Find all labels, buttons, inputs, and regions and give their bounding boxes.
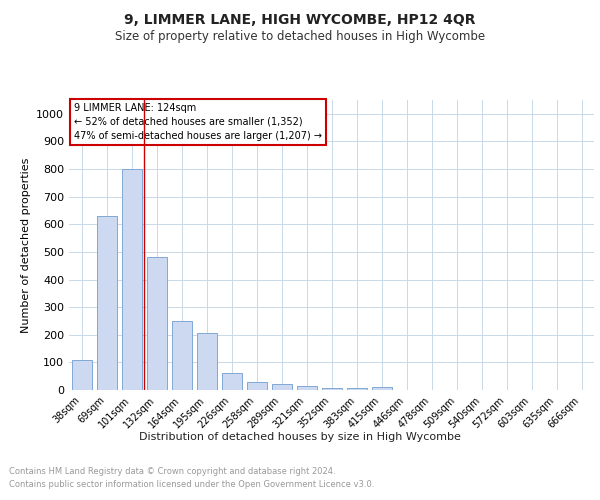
Bar	[197, 334, 217, 390]
Bar	[71, 360, 91, 390]
Text: Distribution of detached houses by size in High Wycombe: Distribution of detached houses by size …	[139, 432, 461, 442]
Bar	[271, 384, 292, 390]
Bar	[121, 169, 142, 390]
Y-axis label: Number of detached properties: Number of detached properties	[20, 158, 31, 332]
Text: Size of property relative to detached houses in High Wycombe: Size of property relative to detached ho…	[115, 30, 485, 43]
Text: Contains public sector information licensed under the Open Government Licence v3: Contains public sector information licen…	[9, 480, 374, 489]
Bar	[347, 388, 367, 390]
Bar	[296, 386, 317, 390]
Text: 9 LIMMER LANE: 124sqm
← 52% of detached houses are smaller (1,352)
47% of semi-d: 9 LIMMER LANE: 124sqm ← 52% of detached …	[74, 103, 322, 141]
Text: Contains HM Land Registry data © Crown copyright and database right 2024.: Contains HM Land Registry data © Crown c…	[9, 468, 335, 476]
Bar	[371, 386, 392, 390]
Bar	[97, 216, 116, 390]
Bar	[172, 321, 191, 390]
Bar	[221, 374, 241, 390]
Bar	[322, 388, 341, 390]
Text: 9, LIMMER LANE, HIGH WYCOMBE, HP12 4QR: 9, LIMMER LANE, HIGH WYCOMBE, HP12 4QR	[124, 12, 476, 26]
Bar	[146, 258, 167, 390]
Bar	[247, 382, 266, 390]
